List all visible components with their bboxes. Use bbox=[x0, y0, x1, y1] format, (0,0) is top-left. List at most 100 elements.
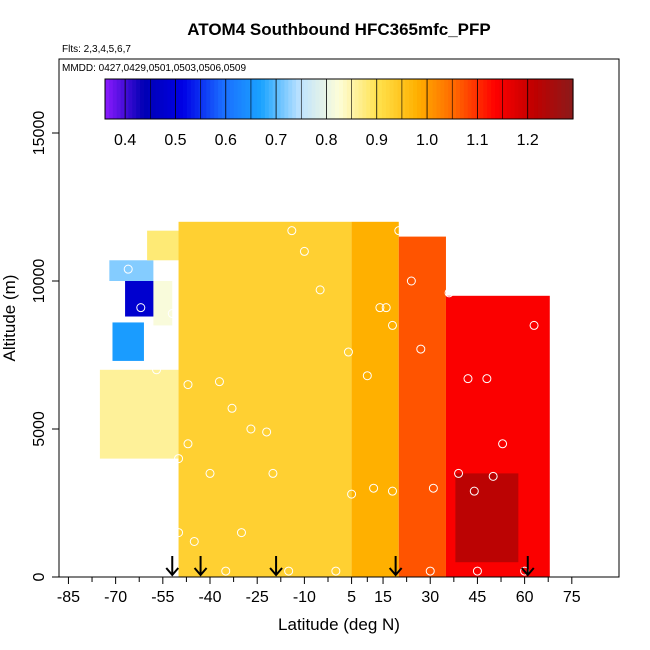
colorbar-segment bbox=[541, 79, 547, 119]
colorbar-segment bbox=[292, 79, 297, 119]
sample-point bbox=[387, 320, 397, 330]
sample-point bbox=[142, 498, 152, 508]
sample-point bbox=[416, 344, 426, 354]
colorbar-segment bbox=[179, 79, 184, 119]
x-tick-label: -70 bbox=[104, 589, 127, 606]
sample-point bbox=[425, 566, 435, 576]
colorbar-segment bbox=[105, 79, 110, 119]
colorbar-segment bbox=[401, 79, 406, 119]
colorbar-segment bbox=[253, 79, 258, 119]
colorbar-segment bbox=[116, 79, 122, 119]
sample-point bbox=[488, 471, 498, 481]
x-tick-label: -85 bbox=[57, 589, 80, 606]
colorbar-segment bbox=[222, 79, 227, 119]
colorbar-segment bbox=[565, 79, 570, 119]
colorbar-segment bbox=[268, 79, 274, 119]
profile-arrow bbox=[193, 556, 208, 577]
sample-point bbox=[347, 489, 357, 499]
sample-point bbox=[551, 353, 561, 363]
colorbar-segment bbox=[561, 79, 566, 119]
sample-point bbox=[142, 563, 152, 573]
sample-point bbox=[529, 320, 539, 330]
colorbar-segment bbox=[331, 79, 336, 119]
colorbar-segment bbox=[303, 79, 309, 119]
x-tick-label: 45 bbox=[469, 589, 487, 606]
sample-point bbox=[183, 439, 193, 449]
sample-points bbox=[123, 226, 567, 576]
colorbar-segment bbox=[444, 79, 449, 119]
colorbar-segment bbox=[296, 79, 301, 119]
sample-point bbox=[557, 566, 567, 576]
heatmap-region bbox=[178, 221, 352, 578]
sample-point bbox=[236, 528, 246, 538]
profile-arrow bbox=[388, 556, 403, 577]
colorbar-segment bbox=[487, 79, 492, 119]
sample-point bbox=[287, 226, 297, 236]
colorbar-segment bbox=[498, 79, 504, 119]
heatmap-region bbox=[112, 322, 144, 361]
colorbar-segment bbox=[245, 79, 250, 119]
profile-arrow bbox=[165, 556, 180, 577]
sample-point bbox=[362, 371, 372, 381]
sample-point bbox=[221, 566, 231, 576]
sample-point bbox=[152, 365, 162, 375]
colorbar-segment bbox=[452, 79, 457, 119]
colorbar-segment bbox=[323, 79, 328, 119]
colorbar-segment bbox=[124, 79, 129, 119]
colorbar-segment bbox=[479, 79, 484, 119]
x-tick-label: 30 bbox=[421, 589, 439, 606]
colorbar-segment bbox=[229, 79, 235, 119]
colorbar-segment bbox=[397, 79, 402, 119]
colorbar-segment bbox=[456, 79, 461, 119]
profile-arrow-head bbox=[521, 567, 535, 577]
colorbar-segment bbox=[128, 79, 133, 119]
colorbar-segment bbox=[132, 79, 137, 119]
sample-point bbox=[227, 403, 237, 413]
sample-point bbox=[554, 462, 564, 472]
colorbar-segment bbox=[144, 79, 149, 119]
y-tick-label: 10000 bbox=[31, 259, 48, 304]
colorbar-segment bbox=[186, 79, 192, 119]
colorbar-segment bbox=[284, 79, 289, 119]
sample-point bbox=[469, 486, 479, 496]
colorbar-segment bbox=[413, 79, 418, 119]
sample-point bbox=[387, 486, 397, 496]
colorbar-segment bbox=[459, 79, 465, 119]
sample-point bbox=[174, 454, 184, 464]
y-axis-label: Altitude (m) bbox=[0, 275, 19, 362]
colorbar-frame bbox=[104, 78, 574, 120]
colorbar-segment bbox=[389, 79, 395, 119]
colorbar-segment bbox=[342, 79, 348, 119]
y-tick-label: 0 bbox=[31, 572, 48, 581]
colorbar-segment bbox=[335, 79, 340, 119]
x-tick-label: 75 bbox=[563, 589, 581, 606]
profile-arrow-head bbox=[388, 567, 403, 577]
colorbar-segment bbox=[502, 79, 508, 119]
colorbar-tick-label: 0.5 bbox=[164, 132, 186, 149]
colorbar-segment bbox=[241, 79, 246, 119]
colorbar-segment bbox=[190, 79, 196, 119]
sample-point bbox=[375, 303, 385, 313]
sample-point bbox=[123, 264, 133, 274]
colorbar-segment bbox=[420, 79, 426, 119]
sample-point bbox=[262, 427, 272, 437]
profile-arrow bbox=[269, 556, 283, 577]
colorbar-segment bbox=[261, 79, 266, 119]
sample-point bbox=[504, 276, 514, 286]
sample-point bbox=[167, 309, 177, 319]
sample-point bbox=[472, 566, 482, 576]
x-tick-label: -25 bbox=[246, 589, 269, 606]
heatmap-region bbox=[109, 260, 154, 281]
colorbar-segment bbox=[167, 79, 172, 119]
sample-point bbox=[284, 566, 294, 576]
colorbar-segment bbox=[202, 79, 207, 119]
colorbar-segment bbox=[120, 79, 126, 119]
heatmap-region bbox=[153, 281, 173, 326]
colorbar-segment bbox=[530, 79, 535, 119]
colorbar-segment bbox=[163, 79, 168, 119]
colorbar-segment bbox=[218, 79, 223, 119]
colorbar-segment bbox=[526, 79, 531, 119]
profile-arrows bbox=[165, 556, 535, 577]
colorbar-segment bbox=[518, 79, 523, 119]
colorbar-segment bbox=[257, 79, 262, 119]
